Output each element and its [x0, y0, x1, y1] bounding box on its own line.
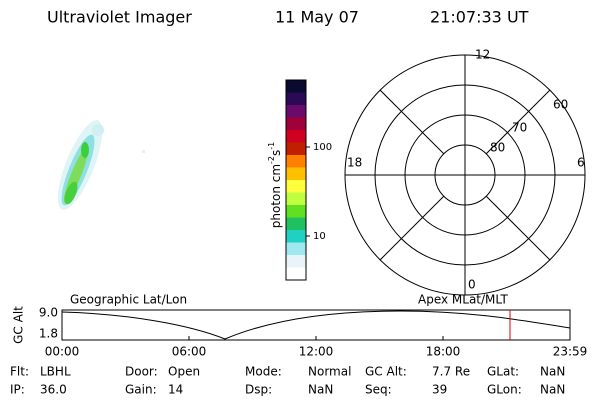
timeline-frame: [61, 309, 571, 341]
info-value: Normal: [308, 365, 351, 379]
timeline-title: Geographic Lat/Lon: [70, 293, 187, 307]
info-label: Seq:: [365, 383, 392, 397]
date: 11 May 07: [275, 8, 359, 27]
x-tick-label: 12:00: [299, 345, 334, 359]
colorbar-segment: [286, 217, 306, 231]
info-value: 39: [432, 383, 447, 397]
colorbar-segment: [286, 105, 306, 118]
mlt-label: 6: [577, 156, 585, 170]
time: 21:07:33 UT: [430, 8, 529, 27]
colorbar-segment: [286, 267, 306, 281]
colorbar-tick-label: 100: [313, 142, 332, 153]
colorbar-segment: [286, 92, 306, 106]
colorbar-tick-label: 10: [313, 231, 326, 242]
info-label: GC Alt:: [365, 365, 407, 379]
colorbar-segment: [286, 230, 306, 243]
info-value: NaN: [308, 383, 333, 397]
info-label: Door:: [125, 365, 158, 379]
mlt-label: 0: [468, 278, 476, 292]
colorbar-segment: [286, 155, 306, 168]
info-label: Mode:: [245, 365, 282, 379]
y-tick-label: 1.8: [39, 327, 58, 341]
colorbar-segment: [286, 242, 306, 256]
mlt-label: 18: [347, 156, 362, 170]
instrument-title: Ultraviolet Imager: [47, 8, 192, 27]
aurora-image: [57, 120, 145, 210]
mlt-label: 12: [475, 48, 490, 62]
info-label: GLon:: [487, 383, 522, 397]
info-label: IP:: [10, 383, 25, 397]
colorbar-segment: [286, 205, 306, 218]
colorbar-segment: [286, 255, 306, 268]
x-tick-label: 06:00: [172, 345, 207, 359]
info-value: LBHL: [40, 365, 71, 379]
colorbar-label: photon cm-2s-1: [267, 142, 283, 229]
colorbar-segment: [286, 167, 306, 181]
colorbar-segment: [286, 117, 306, 131]
x-tick-label: 18:00: [426, 345, 461, 359]
info-value: 36.0: [40, 383, 67, 397]
ring-label: 70: [512, 121, 527, 135]
altitude-curve: [61, 310, 571, 340]
info-label: GLat:: [487, 365, 519, 379]
polar-grid: [344, 54, 586, 296]
colorbar-segment: [286, 180, 306, 193]
colorbar-frame: [285, 79, 307, 281]
colorbar-segment: [286, 80, 306, 93]
colorbar-segment: [286, 142, 306, 156]
y-tick-label: 9.0: [39, 306, 58, 320]
info-value: 14: [168, 383, 183, 397]
colorbar-segment: [286, 192, 306, 206]
colorbar: [285, 79, 307, 281]
ring-label: 60: [553, 98, 568, 112]
info-label: Flt:: [10, 365, 29, 379]
info-value: Open: [168, 365, 200, 379]
colorbar-segment: [286, 130, 306, 143]
timeline-title: Apex MLat/MLT: [418, 293, 508, 307]
x-tick-label: 23:59: [553, 345, 588, 359]
x-tick-label: 00:00: [45, 345, 80, 359]
info-value: NaN: [540, 383, 565, 397]
ring-label: 80: [490, 141, 505, 155]
info-value: NaN: [540, 365, 565, 379]
y-axis-label: GC Alt: [12, 306, 26, 344]
info-value: 7.7 Re: [432, 365, 470, 379]
info-label: Dsp:: [245, 383, 272, 397]
info-label: Gain:: [125, 383, 157, 397]
